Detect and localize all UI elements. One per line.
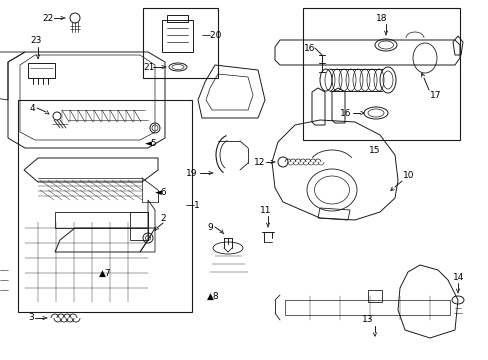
Text: 16: 16 — [339, 108, 351, 117]
Text: 23: 23 — [30, 36, 41, 45]
Text: 17: 17 — [429, 90, 441, 99]
Bar — [167, 15, 187, 22]
Bar — [142, 8, 218, 78]
Text: ◄6: ◄6 — [155, 188, 167, 197]
Text: ▲7: ▲7 — [99, 269, 111, 278]
Text: 12: 12 — [253, 158, 265, 166]
Text: 9: 9 — [206, 222, 212, 231]
Text: 16: 16 — [304, 44, 315, 53]
Text: 13: 13 — [362, 315, 373, 324]
Bar — [162, 20, 193, 52]
Text: —1: —1 — [185, 201, 201, 210]
Text: 18: 18 — [375, 14, 387, 23]
Text: —20: —20 — [202, 31, 222, 40]
Bar — [285, 300, 449, 315]
Text: 21: 21 — [142, 63, 154, 72]
Bar — [303, 8, 459, 140]
Text: ◄5: ◄5 — [145, 139, 157, 148]
Text: 4: 4 — [30, 104, 36, 112]
Text: 19: 19 — [185, 168, 197, 177]
Text: 2: 2 — [160, 213, 165, 222]
Bar — [367, 290, 381, 302]
Text: 10: 10 — [402, 171, 414, 180]
Text: ▲8: ▲8 — [206, 292, 219, 301]
Bar — [18, 100, 192, 312]
Text: 14: 14 — [452, 274, 464, 283]
Text: 11: 11 — [260, 206, 271, 215]
Text: 15: 15 — [368, 145, 380, 154]
Text: 3: 3 — [28, 314, 34, 323]
Text: 22: 22 — [42, 14, 53, 23]
Bar — [28, 63, 55, 78]
